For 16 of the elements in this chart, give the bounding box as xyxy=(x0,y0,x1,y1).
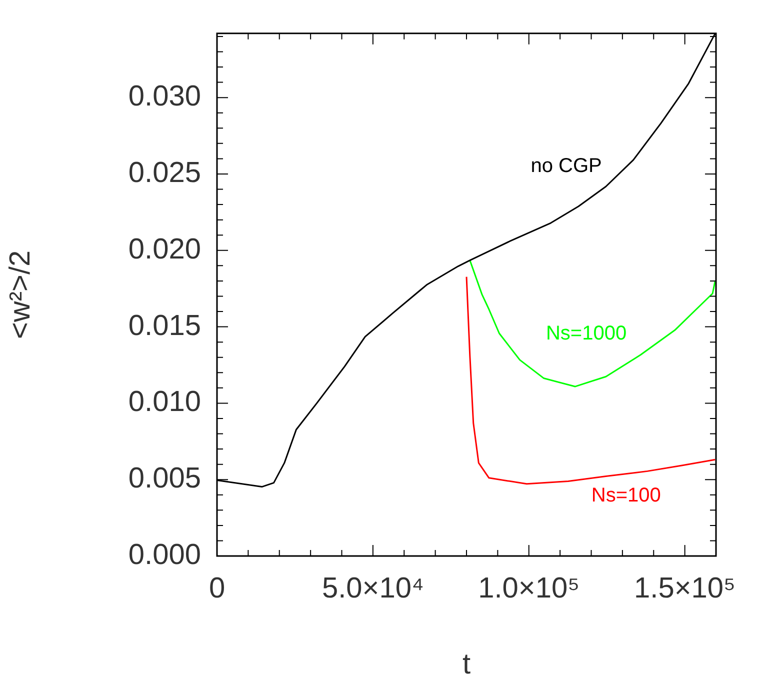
x-tick-label: 1.5×10⁵ xyxy=(634,572,736,604)
y-axis-title: <w²>/2 xyxy=(4,250,36,340)
series-label: Ns=1000 xyxy=(546,322,627,344)
y-tick-label: 0.005 xyxy=(128,462,201,495)
x-axis-title: t xyxy=(462,648,471,681)
x-tick-label: 1.0×10⁵ xyxy=(478,572,580,604)
x-tick-label: 0 xyxy=(208,572,226,604)
x-tick-label: 5.0×10⁴ xyxy=(322,572,424,604)
y-tick-label: 0.015 xyxy=(128,310,201,342)
y-tick-label: 0.025 xyxy=(128,156,201,189)
series-label: Ns=100 xyxy=(591,484,661,506)
y-tick-label: 0.010 xyxy=(128,386,201,418)
series-label: no CGP xyxy=(530,155,602,178)
y-tick-label: 0.000 xyxy=(128,539,201,571)
y-tick-label: 0.030 xyxy=(128,80,201,113)
y-tick-label: 0.020 xyxy=(128,233,201,266)
